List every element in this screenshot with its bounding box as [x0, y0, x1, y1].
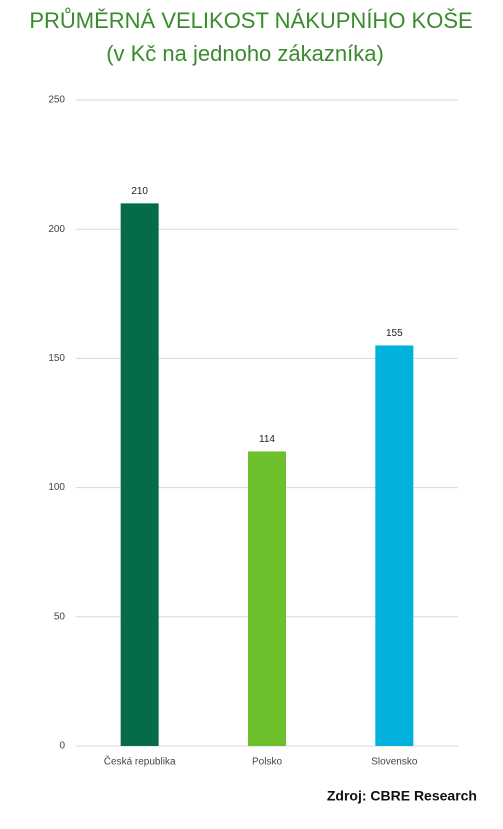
bar: [120, 203, 159, 747]
data-label: 210: [131, 186, 148, 197]
y-tick-label: 100: [48, 482, 65, 493]
y-tick-label: 0: [59, 741, 65, 752]
chart-title: PRŮMĚRNÁ VELIKOST NÁKUPNÍHO KOŠE: [29, 8, 472, 33]
chart-subtitle: (v Kč na jednoho zákazníka): [106, 41, 384, 66]
y-tick-label: 150: [48, 353, 65, 364]
data-label: 155: [386, 328, 403, 339]
bar: [375, 345, 414, 746]
x-tick-label: Česká republika: [104, 755, 176, 768]
bar: [248, 451, 286, 746]
y-tick-label: 50: [54, 611, 66, 622]
data-label: 114: [259, 434, 275, 445]
x-tick-label: Slovensko: [371, 757, 418, 768]
y-tick-label: 200: [48, 224, 65, 235]
x-tick-label: Polsko: [252, 757, 282, 768]
source: Zdroj: CBRE Research: [327, 788, 477, 804]
y-tick-label: 250: [48, 95, 65, 106]
